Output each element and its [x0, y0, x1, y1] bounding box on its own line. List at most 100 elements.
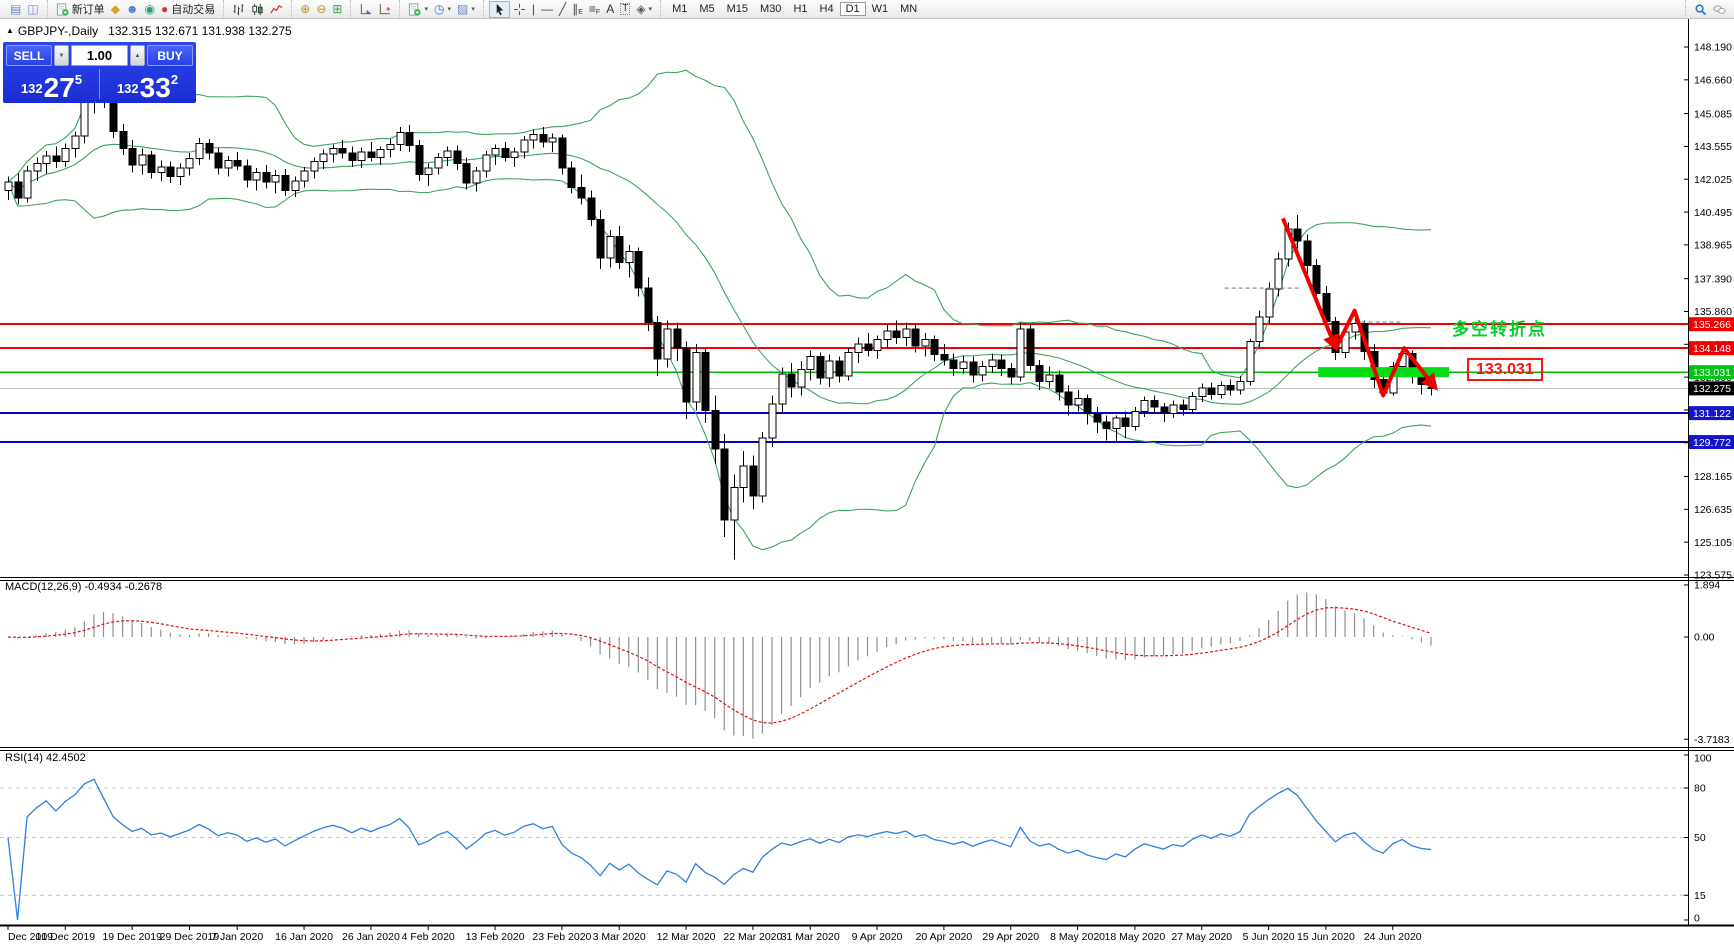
candlestick-chart-icon[interactable] [248, 1, 267, 18]
buy-price[interactable]: 132 33 2 [102, 68, 193, 103]
candle-body-bear [348, 152, 357, 161]
candle-body-bull [1274, 258, 1283, 290]
candle-body-bull [319, 153, 328, 163]
toolbar-group-right [1685, 0, 1734, 18]
rsi-axis-label: 50 [1694, 832, 1706, 844]
support-zone-rectangle[interactable] [1318, 367, 1450, 378]
icon-art [270, 4, 283, 14]
candle-body-bear [787, 373, 796, 388]
indicators-add-icon[interactable]: ▾ [405, 1, 431, 18]
candle-body-bull [921, 339, 930, 347]
trendline-icon[interactable]: ╱ [556, 1, 569, 18]
candle-body-bull [472, 170, 481, 184]
candle-body-bull [42, 155, 51, 165]
g-glyph: ▨ [457, 2, 469, 16]
zoom-out-icon[interactable]: ⊖ [313, 1, 329, 18]
sell-price-big: 27 [43, 71, 75, 103]
price-badge-134.148 [1689, 341, 1734, 356]
candle-body-bear [119, 131, 128, 150]
chart-title: ▲ GBPJPY-,Daily 132.315 132.671 131.938 13… [6, 24, 292, 38]
price-badge-label: 129.772 [1693, 437, 1731, 449]
candle-body-bear [1427, 387, 1436, 390]
rsi-axis-label: 100 [1694, 753, 1712, 765]
date-label: 13 Feb 2020 [466, 931, 525, 943]
candle-body-bear [711, 409, 720, 450]
webphone-icon[interactable]: ◉ [142, 1, 158, 18]
buy-button[interactable]: BUY [147, 45, 193, 66]
fibonacci-icon[interactable]: ≡ F [586, 1, 603, 18]
volume-decrease-button[interactable]: ▼ [54, 45, 69, 66]
timeframe-d1[interactable]: D1 [839, 2, 866, 16]
candle-body-bear [997, 359, 1006, 370]
horizontal-line-icon[interactable]: — [538, 1, 556, 18]
candle-body-bear [720, 448, 729, 521]
horizontal-lines[interactable] [0, 323, 1688, 444]
candle-body-bull [424, 167, 433, 175]
candle-body-bear [128, 148, 137, 166]
candle-body-bear [1055, 374, 1064, 393]
data-window-icon[interactable]: ◫ [24, 1, 41, 18]
zigzag-arrow-2[interactable] [1333, 308, 1438, 398]
templates-icon[interactable]: ▨ ▾ [454, 1, 478, 18]
macd-axis-label: 0.00 [1694, 632, 1715, 644]
turning-point-annotation[interactable]: 多空转折点 [1452, 320, 1547, 339]
price-axis[interactable]: 148.190 146.660 145.085 143.555 142.025 140.4… [1684, 42, 1732, 582]
equidistant-channel-icon[interactable]: ∥ E [569, 1, 586, 18]
buy-price-big: 33 [139, 71, 171, 103]
community-icon[interactable]: ☻ [123, 1, 142, 18]
autotrading-icon[interactable]: ● 自动交易 [158, 1, 218, 18]
bar-chart-icon[interactable] [229, 1, 248, 18]
candle-body-bear [233, 159, 242, 167]
candle-body-bear [501, 148, 510, 158]
candle-body-bull [959, 361, 968, 370]
sell-button[interactable]: SELL [6, 45, 52, 66]
rsi-axis-label: 0 [1694, 913, 1700, 925]
candle-body-bear [701, 351, 710, 411]
price-level-annotation[interactable]: 133.031 [1467, 358, 1543, 381]
date-label: 23 Feb 2020 [532, 931, 591, 943]
line-chart-icon[interactable] [267, 1, 286, 18]
panel-collapse-icon[interactable]: ▲ [6, 26, 14, 35]
candle-body-bear [587, 197, 596, 220]
timeframe-h1[interactable]: H1 [793, 3, 808, 15]
timeframe-m15[interactable]: M15 [726, 3, 749, 15]
candle-body-bear [1026, 328, 1035, 366]
candle-body-bull [4, 181, 13, 192]
chart-shift-icon[interactable] [375, 1, 394, 18]
auto-scroll-icon[interactable] [356, 1, 375, 18]
timeframe-m1[interactable]: M1 [672, 3, 688, 15]
down-arrow-1[interactable] [1281, 217, 1339, 352]
market-watch-icon[interactable]: ▤ [7, 1, 24, 18]
search-icon[interactable] [1691, 1, 1710, 18]
timeframe-h4[interactable]: H4 [819, 3, 834, 15]
zoom-in-icon[interactable]: ⊕ [297, 1, 313, 18]
timeframe-mn[interactable]: MN [900, 3, 918, 15]
vertical-line-icon[interactable]: | [529, 1, 538, 18]
new-order-icon[interactable]: 新订单 [53, 1, 108, 18]
tile-windows-icon[interactable]: ⊞ [329, 1, 345, 18]
spinner-up-icon: ▲ [134, 52, 141, 59]
candle-body-bull [329, 148, 338, 155]
bollinger-middle-band [7, 143, 1431, 405]
mql5-market-icon[interactable]: ◆ [108, 1, 123, 18]
price-tick-label: 148.190 [1694, 42, 1732, 54]
candle-body-bull [376, 149, 385, 158]
timeframe-m5[interactable]: M5 [699, 3, 715, 15]
timeframe-w1[interactable]: W1 [871, 3, 889, 15]
chat-icon[interactable] [1710, 1, 1729, 18]
sell-price[interactable]: 132 27 5 [6, 68, 97, 103]
macd-signal-line [7, 607, 1432, 724]
arrows-icon[interactable]: ◈ ▾ [633, 1, 655, 18]
text-label-icon[interactable]: T [617, 1, 633, 18]
crosshair-icon[interactable] [510, 1, 529, 18]
volume-input[interactable] [71, 45, 128, 66]
date-label: 4 Feb 2020 [402, 931, 455, 943]
volume-increase-button[interactable]: ▲ [130, 45, 145, 66]
timeframe-m30[interactable]: M30 [760, 3, 782, 15]
periods-icon[interactable]: ◷ ▾ [431, 1, 454, 18]
candle-body-bear [1035, 364, 1044, 382]
cursor-icon[interactable] [488, 0, 510, 18]
text-icon[interactable]: A [603, 1, 617, 18]
